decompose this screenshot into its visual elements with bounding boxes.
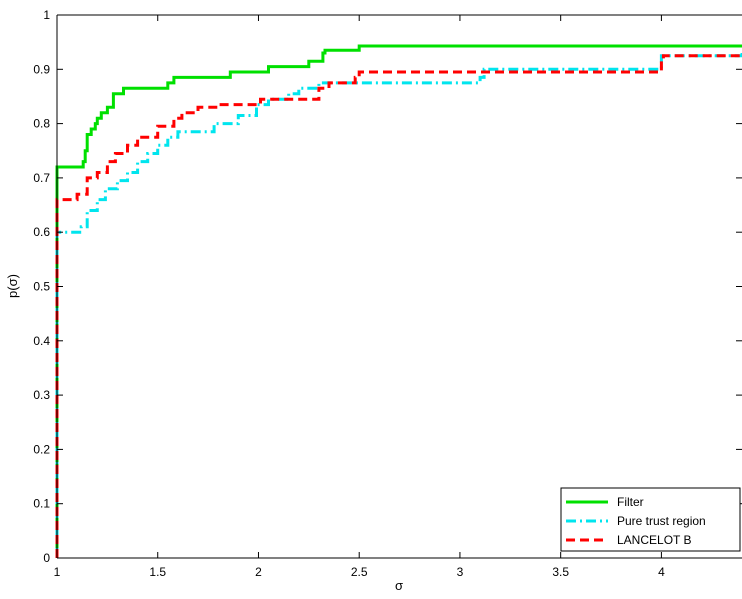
- x-tick-label: 3.5: [552, 565, 569, 579]
- y-tick-label: 0.2: [33, 442, 50, 456]
- legend-label-3: LANCELOT B: [617, 533, 691, 547]
- y-tick-label: 0.6: [33, 225, 50, 239]
- y-tick-label: 1: [43, 8, 50, 22]
- y-tick-label: 0: [43, 551, 50, 565]
- legend-label-2: Pure trust region: [617, 514, 706, 528]
- series-line-3: [55, 54, 742, 558]
- ticks-layer: 1 1.5 2 2.5 3 3.5 4 0 0.1 0.2 0.3 0.4 0.5 0.6 0.7 0.8 0.…: [33, 8, 742, 579]
- legend-items: Filter Pure trust region LANCELOT B: [566, 495, 706, 547]
- y-tick-label: 0.9: [33, 62, 50, 76]
- y-tick-label: 0.4: [33, 334, 50, 348]
- y-axis-label: p(σ): [5, 274, 20, 298]
- y-tick-label: 0.8: [33, 117, 50, 131]
- series-line-2: [55, 50, 742, 558]
- plot-area: [57, 15, 742, 558]
- series-layer: [55, 44, 742, 558]
- legend: Filter Pure trust region LANCELOT B: [560, 487, 741, 552]
- y-tick-label: 0.5: [33, 280, 50, 294]
- x-tick-label: 2: [255, 565, 262, 579]
- y-tick-label: 0.7: [33, 171, 50, 185]
- x-tick-label: 2.5: [351, 565, 368, 579]
- y-tick-label: 0.1: [33, 497, 50, 511]
- y-tick-label: 0.3: [33, 388, 50, 402]
- x-axis-label: σ: [395, 578, 403, 593]
- x-tick-label: 3: [457, 565, 464, 579]
- legend-label-1: Filter: [617, 495, 644, 509]
- series-line-1: [55, 44, 742, 558]
- x-tick-label: 1: [54, 565, 61, 579]
- x-tick-label: 1.5: [149, 565, 166, 579]
- x-tick-label: 4: [658, 565, 665, 579]
